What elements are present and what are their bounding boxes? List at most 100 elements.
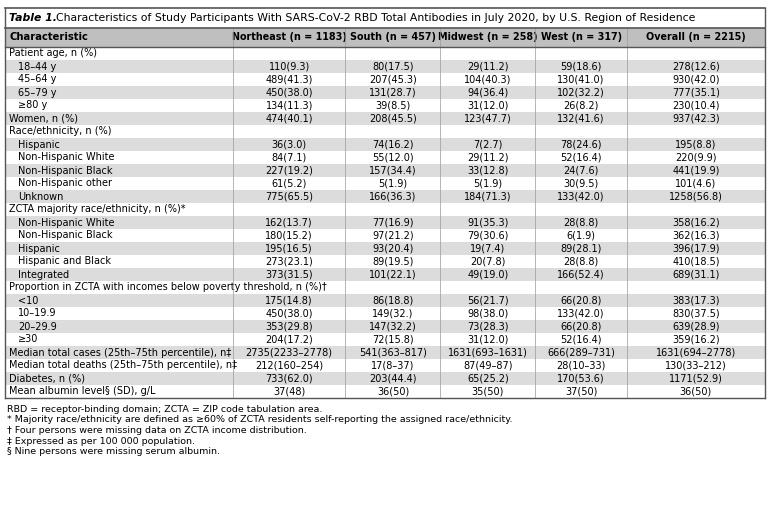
Text: 227(19.2): 227(19.2) — [266, 166, 313, 176]
Text: 937(42.3): 937(42.3) — [672, 114, 720, 124]
Text: 78(24.6): 78(24.6) — [561, 139, 602, 149]
Text: Northeast (n = 1183): Northeast (n = 1183) — [232, 32, 346, 42]
Bar — [5, 229, 765, 242]
Text: 36(50): 36(50) — [680, 386, 712, 396]
Text: 441(19.9): 441(19.9) — [672, 166, 719, 176]
Text: 66(20.8): 66(20.8) — [561, 322, 602, 331]
Text: 30(9.5): 30(9.5) — [564, 178, 599, 188]
Text: 359(16.2): 359(16.2) — [672, 334, 720, 344]
Text: 666(289–731): 666(289–731) — [547, 347, 615, 358]
Bar — [5, 255, 765, 268]
Text: Non-Hispanic Black: Non-Hispanic Black — [18, 166, 112, 176]
Text: 353(29.8): 353(29.8) — [266, 322, 313, 331]
Text: 101(4.6): 101(4.6) — [675, 178, 716, 188]
Text: 1258(56.8): 1258(56.8) — [669, 191, 723, 201]
Text: 73(28.3): 73(28.3) — [467, 322, 509, 331]
Text: 383(17.3): 383(17.3) — [672, 295, 720, 306]
Text: 207(45.3): 207(45.3) — [369, 75, 417, 84]
Text: Hispanic: Hispanic — [18, 243, 60, 254]
Text: West (n = 317): West (n = 317) — [541, 32, 621, 42]
Text: 18–44 y: 18–44 y — [18, 62, 56, 72]
Text: 79(30.6): 79(30.6) — [467, 230, 509, 240]
Text: 20(7.8): 20(7.8) — [470, 257, 506, 267]
Text: 175(14.8): 175(14.8) — [266, 295, 313, 306]
Text: 52(16.4): 52(16.4) — [561, 153, 602, 163]
Text: Midwest (n = 258): Midwest (n = 258) — [438, 32, 537, 42]
Text: 20–29.9: 20–29.9 — [18, 322, 57, 331]
Text: 157(34.4): 157(34.4) — [369, 166, 417, 176]
Text: * Majority race/ethnicity are defined as ≥60% of ZCTA residents self-reporting t: * Majority race/ethnicity are defined as… — [7, 416, 513, 425]
Text: <10: <10 — [18, 295, 38, 306]
Text: Median total cases (25th–75th percentile), n‡: Median total cases (25th–75th percentile… — [9, 347, 231, 358]
Text: 373(31.5): 373(31.5) — [266, 270, 313, 279]
Text: 61(5.2): 61(5.2) — [272, 178, 307, 188]
Bar — [5, 138, 765, 151]
Text: 37(50): 37(50) — [565, 386, 598, 396]
Text: Hispanic and Black: Hispanic and Black — [18, 257, 111, 267]
Text: 72(15.8): 72(15.8) — [372, 334, 413, 344]
Bar — [5, 86, 765, 99]
Text: 2735(2233–2778): 2735(2233–2778) — [246, 347, 333, 358]
Text: 52(16.4): 52(16.4) — [561, 334, 602, 344]
Text: Diabetes, n (%): Diabetes, n (%) — [9, 374, 85, 383]
Text: 450(38.0): 450(38.0) — [266, 309, 313, 319]
Text: Proportion in ZCTA with incomes below poverty threshold, n (%)†: Proportion in ZCTA with incomes below po… — [9, 282, 326, 292]
Text: 101(22.1): 101(22.1) — [369, 270, 417, 279]
Bar — [5, 73, 765, 86]
Text: Unknown: Unknown — [18, 191, 63, 201]
Text: 474(40.1): 474(40.1) — [266, 114, 313, 124]
Text: 65–79 y: 65–79 y — [18, 87, 56, 97]
Bar — [5, 216, 765, 229]
Text: 489(41.3): 489(41.3) — [266, 75, 313, 84]
Text: 65(25.2): 65(25.2) — [467, 374, 509, 383]
Text: RBD = receptor-binding domain; ZCTA = ZIP code tabulation area.: RBD = receptor-binding domain; ZCTA = ZI… — [7, 405, 323, 414]
Text: 87(49–87): 87(49–87) — [464, 361, 513, 371]
Text: 97(21.2): 97(21.2) — [372, 230, 413, 240]
Text: 28(8.8): 28(8.8) — [564, 218, 599, 227]
Text: Integrated: Integrated — [18, 270, 69, 279]
Text: 132(41.6): 132(41.6) — [557, 114, 604, 124]
Bar — [5, 47, 765, 60]
Text: 450(38.0): 450(38.0) — [266, 87, 313, 97]
Text: Non-Hispanic Black: Non-Hispanic Black — [18, 230, 112, 240]
Bar — [5, 372, 765, 385]
Text: 33(12.8): 33(12.8) — [467, 166, 509, 176]
Text: 220(9.9): 220(9.9) — [675, 153, 717, 163]
Text: 396(17.9): 396(17.9) — [672, 243, 720, 254]
Text: Hispanic: Hispanic — [18, 139, 60, 149]
Text: 195(16.5): 195(16.5) — [266, 243, 313, 254]
Bar — [5, 60, 765, 73]
Text: 195(8.8): 195(8.8) — [675, 139, 717, 149]
Text: 278(12.6): 278(12.6) — [672, 62, 720, 72]
Text: Non-Hispanic other: Non-Hispanic other — [18, 178, 112, 188]
Bar — [5, 359, 765, 372]
Text: 45–64 y: 45–64 y — [18, 75, 56, 84]
Text: 55(12.0): 55(12.0) — [372, 153, 413, 163]
Text: 5(1.9): 5(1.9) — [474, 178, 503, 188]
Text: 36(50): 36(50) — [377, 386, 409, 396]
Text: 102(32.2): 102(32.2) — [557, 87, 605, 97]
Text: Overall (n = 2215): Overall (n = 2215) — [646, 32, 745, 42]
Bar — [5, 177, 765, 190]
Text: 6(1.9): 6(1.9) — [567, 230, 595, 240]
Text: Non-Hispanic White: Non-Hispanic White — [18, 218, 115, 227]
Text: 149(32.): 149(32.) — [372, 309, 413, 319]
Bar — [5, 99, 765, 112]
Text: 89(28.1): 89(28.1) — [561, 243, 602, 254]
Text: 689(31.1): 689(31.1) — [672, 270, 719, 279]
Text: 74(16.2): 74(16.2) — [372, 139, 413, 149]
Text: 56(21.7): 56(21.7) — [467, 295, 509, 306]
Text: 59(18.6): 59(18.6) — [561, 62, 602, 72]
Bar — [5, 8, 765, 28]
Text: 28(10–33): 28(10–33) — [557, 361, 606, 371]
Text: 49(19.0): 49(19.0) — [467, 270, 509, 279]
Text: 84(7.1): 84(7.1) — [272, 153, 307, 163]
Text: 273(23.1): 273(23.1) — [266, 257, 313, 267]
Text: 133(42.0): 133(42.0) — [557, 191, 604, 201]
Bar — [5, 125, 765, 138]
Text: 134(11.3): 134(11.3) — [266, 100, 313, 111]
Bar — [5, 28, 765, 47]
Bar — [5, 190, 765, 203]
Bar — [5, 385, 765, 398]
Text: 733(62.0): 733(62.0) — [266, 374, 313, 383]
